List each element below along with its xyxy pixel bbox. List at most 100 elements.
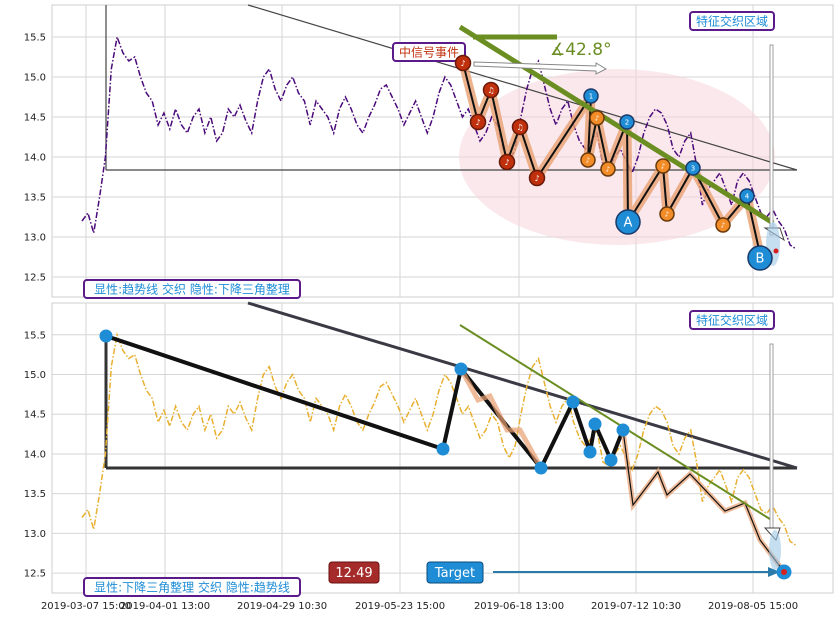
region-label-text: 特征交织区域	[696, 14, 768, 29]
price-line	[81, 331, 797, 546]
pivot-marker: ♪	[600, 161, 616, 177]
pivot-A-label: A	[624, 216, 633, 231]
target-arrow-head	[768, 567, 780, 577]
event-label: 中信号事件	[392, 42, 466, 62]
event-marker-label: ♪	[534, 174, 539, 183]
trend-line	[459, 324, 774, 522]
y-tick-label: 15.0	[24, 370, 46, 381]
price-line	[81, 34, 797, 250]
pivot-marker: ♪	[589, 110, 605, 126]
numbered-pivot-dot	[685, 160, 701, 176]
pattern-point	[588, 417, 602, 431]
pivot-B-dot	[747, 245, 773, 271]
event-marker-label: ♫	[516, 123, 523, 132]
pivot-marker: ♪	[655, 158, 671, 174]
zigzag-glow	[458, 367, 544, 470]
price-badge: 12.49	[328, 561, 380, 584]
trend-line	[458, 24, 775, 226]
numbered-pivot-label: 1	[589, 93, 593, 101]
pattern-point	[616, 423, 630, 437]
pattern-label: 显性:趋势线 交织 隐性:下降三角整理	[83, 279, 301, 299]
y-tick-label: 15.0	[24, 73, 46, 84]
pivot-B: B	[747, 245, 773, 271]
event-marker-dot	[528, 169, 546, 187]
x-tick-label: 2019-04-01 13:00	[120, 601, 210, 612]
region-label: 特征交织区域	[689, 11, 775, 31]
pattern-point	[583, 445, 597, 459]
pivot-marker-dot	[715, 217, 731, 233]
pivot-marker-dot	[589, 110, 605, 126]
y-tick-label: 15.5	[24, 330, 46, 341]
pivot-marker-label: ♪	[606, 166, 610, 174]
pattern-label-text: 显性:趋势线 交织 隐性:下降三角整理	[94, 282, 290, 297]
x-tick-label: 2019-08-05 15:00	[708, 601, 798, 612]
event-marker-dot	[482, 81, 500, 99]
y-tick-label: 13.5	[24, 193, 46, 204]
pattern-point	[534, 461, 548, 475]
pivot-A: A	[615, 209, 641, 235]
pattern-label-box	[83, 279, 301, 299]
event-marker-dot	[469, 113, 487, 131]
angle-label: ∡42.8°	[550, 40, 612, 60]
pattern-label-text: 显性:下降三角整理 交织 隐性:趋势线	[94, 580, 290, 595]
pattern-point	[566, 395, 580, 409]
pivot-A-dot	[615, 209, 641, 235]
numbered-pivot: 3	[685, 160, 701, 176]
end-glow	[769, 530, 781, 570]
region-label-text: 特征交织区域	[696, 313, 768, 328]
pivot-marker-label: ♪	[661, 163, 665, 171]
pivot-marker: ♪	[715, 217, 731, 233]
target-badge-text: Target	[434, 566, 475, 581]
numbered-pivot-dot	[619, 114, 635, 130]
numbered-pivot: 2	[619, 114, 635, 130]
region-label-box	[689, 310, 775, 330]
resistance-line	[247, 4, 798, 171]
pattern-point	[436, 442, 450, 456]
pivot-marker-dot	[659, 206, 675, 222]
event-marker-label: ♪	[504, 158, 509, 167]
pattern-point	[99, 329, 113, 343]
numbered-pivot-label: 2	[625, 119, 629, 127]
event-label-text: 中信号事件	[399, 45, 459, 60]
pivot-marker-dot	[600, 161, 616, 177]
y-tick-label: 14.5	[24, 410, 46, 421]
event-marker-dot	[511, 118, 529, 136]
panel-bottom: 12.5 13.0 13.5 14.0 14.5 15.0 15.5 特征交织区域 12.49 T…	[24, 301, 834, 597]
pattern-point	[604, 453, 618, 467]
right-arrow-shaft	[769, 343, 774, 533]
event-marker: ♫	[511, 118, 529, 136]
event-marker: ♪	[469, 113, 487, 131]
pivot-marker: ♪	[580, 152, 596, 168]
pivot-marker-dot	[655, 158, 671, 174]
x-tick-label: 2019-07-12 10:30	[591, 601, 681, 612]
event-marker-dot	[454, 54, 472, 72]
pivot-marker-label: ♪	[595, 115, 599, 123]
event-label-box	[392, 42, 466, 62]
pivot-B-label: B	[756, 252, 765, 267]
target-point-core	[781, 569, 787, 575]
numbered-pivot-label: 3	[691, 165, 695, 173]
x-tick-label: 2019-04-29 10:30	[237, 601, 327, 612]
pattern-point	[454, 362, 468, 376]
x-tick-label: 2019-06-18 13:00	[474, 601, 564, 612]
pattern-label-box	[83, 577, 301, 597]
pivot-marker-dot	[580, 152, 596, 168]
pivot-marker-label: ♪	[665, 211, 669, 219]
event-marker: ♫	[482, 81, 500, 99]
right-arrow-shaft	[769, 44, 774, 236]
numbered-pivot: 4	[739, 188, 755, 204]
y-tick-label: 13.5	[24, 489, 46, 500]
y-tick-label: 14.5	[24, 113, 46, 124]
y-tick-label: 13.0	[24, 233, 46, 244]
y-tick-label: 12.5	[24, 569, 46, 580]
event-marker-label: ♫	[487, 86, 494, 95]
resistance-line	[247, 301, 798, 470]
event-marker-label: ♪	[475, 118, 480, 127]
pattern-label: 显性:下降三角整理 交织 隐性:趋势线	[83, 577, 301, 597]
panel-top: 12.5 13.0 13.5 14.0 14.5 15.0 15.5 ∡42.8° 中信号事件 特…	[24, 4, 834, 299]
event-marker-dot	[498, 153, 516, 171]
event-marker: ♪	[498, 153, 516, 171]
pivot-marker-label: ♪	[721, 222, 725, 230]
tail-line	[622, 429, 786, 574]
